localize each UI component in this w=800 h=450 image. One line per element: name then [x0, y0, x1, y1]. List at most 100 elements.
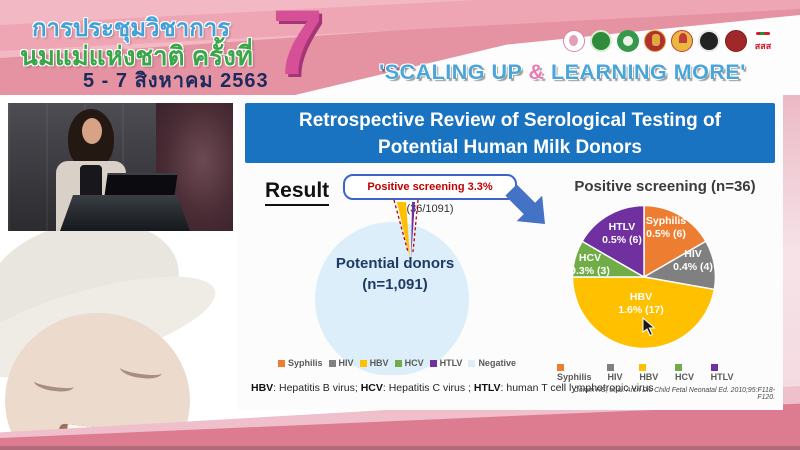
legend-label: HTLV — [439, 358, 463, 368]
legend-label: HCV — [404, 358, 424, 368]
legend-item-hbv: HBV — [639, 362, 667, 382]
pie-slice-htlv — [581, 204, 645, 279]
legend-swatch-hbv — [359, 360, 367, 367]
footnote-text: : Hepatitis B virus; — [273, 382, 361, 394]
result-heading: Result — [265, 179, 330, 206]
potential-donors-pie-chart — [315, 200, 469, 375]
pie-slice-hbv — [571, 276, 716, 350]
callout-detail: (36/1091) — [406, 203, 454, 215]
podium — [60, 195, 190, 231]
legend-swatch-htlv — [710, 364, 718, 371]
legend-swatch-hbv — [639, 364, 647, 371]
legend-swatch-hcv — [674, 364, 682, 371]
legend-item-syphilis: Syphilis — [557, 362, 599, 382]
legend-label: HIV — [607, 372, 623, 382]
footnote-text: : Hepatitis C virus ; — [382, 382, 474, 394]
slice-label-hiv: HIV 0.4% (4) — [661, 248, 725, 274]
positive-screening-callout: Positive screening 3.3% (36/1091) — [343, 174, 517, 215]
conference-title-line1: การประชุมวิชาการ — [32, 15, 231, 42]
pie1-center-label-line1: Potential donors — [335, 255, 455, 272]
slice-label-htlv: HTLV 0.5% (6) — [590, 221, 654, 247]
slice-value: 0.5% (6) — [646, 228, 686, 240]
legend-swatch-hcv — [394, 360, 402, 367]
legend-item-htlv: HTLV — [429, 358, 463, 368]
mouse-cursor — [642, 317, 656, 337]
slice-name: HBV — [629, 291, 653, 303]
legend-label: HBV — [369, 358, 389, 368]
conference-date: 5 - 7 สิงหาคม 2563 — [83, 70, 269, 92]
slice-value: 0.5% (6) — [602, 234, 642, 246]
thaihealth-logo: สสส — [752, 30, 774, 52]
legend-swatch-negative — [468, 360, 476, 367]
pie1-center-label-line2: (n=1,091) — [362, 276, 428, 293]
slice-value: 1.6% (17) — [618, 304, 664, 316]
legend-label: Syphilis — [557, 372, 592, 382]
bottom-edge-line — [0, 446, 800, 450]
slide-title-banner: Retrospective Review of Serological Test… — [245, 103, 775, 163]
slice-name: HIV — [684, 248, 702, 260]
legend-label: HIV — [338, 358, 354, 368]
slice-name: HCV — [578, 252, 602, 264]
breastfeeding-mother-logo — [563, 30, 585, 52]
slice-name: HTLV — [608, 221, 636, 233]
footnote-text: : human T cell lymphotropic virus — [500, 382, 654, 394]
pie-slice-syphilis — [643, 204, 707, 279]
legend-label: HCV — [674, 372, 694, 382]
slide-title-line1: Retrospective Review of Serological Test… — [299, 110, 721, 131]
royal-crown-emblem-logo — [671, 30, 693, 52]
positive-screening-pie-chart — [571, 204, 717, 350]
black-white-society-logo — [698, 30, 720, 52]
legend-item-negative: Negative — [468, 358, 516, 368]
legend-item-hiv: HIV — [607, 362, 631, 382]
presentation-slide: Retrospective Review of Serological Test… — [237, 95, 783, 410]
legend-item-htlv: HTLV — [710, 362, 742, 382]
pie1-center-label: Potential donors (n=1,091) — [315, 253, 475, 295]
presenter-face — [82, 118, 102, 144]
pie-slice-hbv-wedge — [397, 202, 410, 258]
slice-value: 0.3% (3) — [570, 265, 610, 277]
abbreviation-footnote: HBV: Hepatitis B virus; HCV: Hepatitis C… — [251, 382, 654, 394]
arrow-icon — [505, 184, 545, 224]
legend-swatch-hiv — [607, 364, 615, 371]
legend-label: HTLV — [710, 372, 734, 382]
legend-item-hcv: HCV — [674, 362, 703, 382]
slice-label-syphilis: Syphilis 0.5% (6) — [634, 215, 698, 241]
footnote-abbr: HCV — [360, 382, 383, 394]
callout-highlight: Positive screening 3.3% — [367, 181, 493, 193]
slice-label-hcv: HCV 0.3% (3) — [558, 252, 622, 278]
ministry-of-public-health-logo — [617, 30, 639, 52]
legend-swatch-syphilis — [557, 364, 564, 371]
sponsor-logo-row: สสส — [563, 30, 774, 52]
footnote-abbr: HTLV — [473, 382, 501, 394]
slice-name: Syphilis — [645, 215, 687, 227]
legend-item-syphilis: Syphilis — [278, 358, 323, 368]
pie2-legend: Syphilis HIV HBV HCV HTLV — [557, 362, 742, 382]
reference-citation: Cohen RS, et al. Arch Dis Child Fetal Ne… — [573, 387, 775, 401]
red-gold-emblem-logo — [644, 30, 666, 52]
footnote-abbr: HBV — [251, 382, 274, 394]
pie1-legend: Syphilis HIV HBV HCV HTLV Negative — [275, 358, 519, 368]
presenter-video-feed — [8, 103, 233, 231]
legend-label: Negative — [478, 358, 516, 368]
laptop — [104, 173, 178, 197]
legend-label: HBV — [639, 372, 659, 382]
conference-header-banner: การประชุมวิชาการ นมแม่แห่งชาติ ครั้งที่ … — [0, 0, 800, 95]
legend-swatch-hiv — [328, 360, 336, 367]
legend-item-hiv: HIV — [328, 358, 354, 368]
legend-item-hcv: HCV — [394, 358, 424, 368]
pie-slice-negative — [315, 222, 469, 375]
callout-pointer-line — [393, 200, 409, 253]
conference-slogan: 'SCALING UP & LEARNING MORE' — [330, 60, 795, 85]
green-health-department-logo — [590, 30, 612, 52]
slice-label-hbv: HBV 1.6% (17) — [609, 291, 673, 317]
legend-swatch-syphilis — [278, 360, 286, 367]
conference-title-line2: นมแม่แห่งชาติ ครั้งที่ — [20, 41, 253, 71]
legend-label: Syphilis — [288, 358, 323, 368]
slice-value: 0.4% (4) — [673, 261, 713, 273]
pie2-title: Positive screening (n=36) — [574, 178, 756, 195]
red-college-emblem-logo — [725, 30, 747, 52]
right-pink-margin — [783, 95, 800, 450]
legend-item-hbv: HBV — [359, 358, 389, 368]
slogan-close: LEARNING MORE' — [544, 60, 746, 84]
conference-edition-number: 7 — [272, 0, 324, 94]
